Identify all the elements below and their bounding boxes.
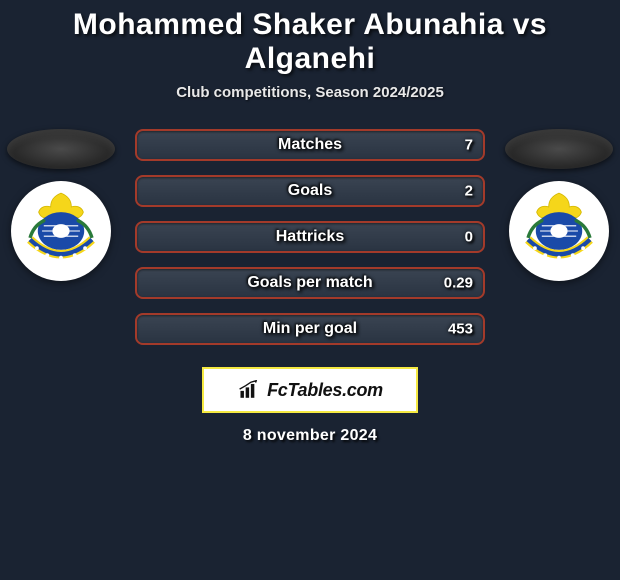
stats-list: Matches 7 Goals 2 Hattricks 0 Goals per … [135, 119, 485, 345]
player-right-silhouette [505, 129, 613, 169]
stat-right-value: 0.29 [444, 275, 473, 292]
stat-label: Hattricks [276, 228, 344, 246]
date-line: 8 november 2024 [0, 413, 620, 459]
stat-row-goals-per-match: Goals per match 0.29 [135, 267, 485, 299]
stat-row-goals: Goals 2 [135, 175, 485, 207]
comparison-area: Matches 7 Goals 2 Hattricks 0 Goals per … [0, 119, 620, 459]
stat-label: Goals [288, 182, 332, 200]
page-title: Mohammed Shaker Abunahia vs Alganehi [0, 0, 620, 80]
stat-label: Matches [278, 136, 342, 154]
stat-row-hattricks: Hattricks 0 [135, 221, 485, 253]
stat-row-matches: Matches 7 [135, 129, 485, 161]
stat-right-value: 7 [465, 137, 473, 154]
club-crest-right [509, 181, 609, 281]
player-right-column [504, 129, 614, 281]
stat-label: Min per goal [263, 320, 357, 338]
subtitle: Club competitions, Season 2024/2025 [0, 80, 620, 119]
stat-right-value: 453 [448, 321, 473, 338]
stat-label: Goals per match [247, 274, 372, 292]
brand-box[interactable]: FcTables.com [202, 367, 418, 413]
stat-row-min-per-goal: Min per goal 453 [135, 313, 485, 345]
brand-chart-icon [237, 380, 263, 400]
player-left-silhouette [7, 129, 115, 169]
crest-right-icon [516, 188, 602, 274]
stat-right-value: 0 [465, 229, 473, 246]
stat-right-value: 2 [465, 183, 473, 200]
club-crest-left [11, 181, 111, 281]
crest-left-icon [18, 188, 104, 274]
brand-text: FcTables.com [267, 380, 383, 401]
player-left-column [6, 129, 116, 281]
